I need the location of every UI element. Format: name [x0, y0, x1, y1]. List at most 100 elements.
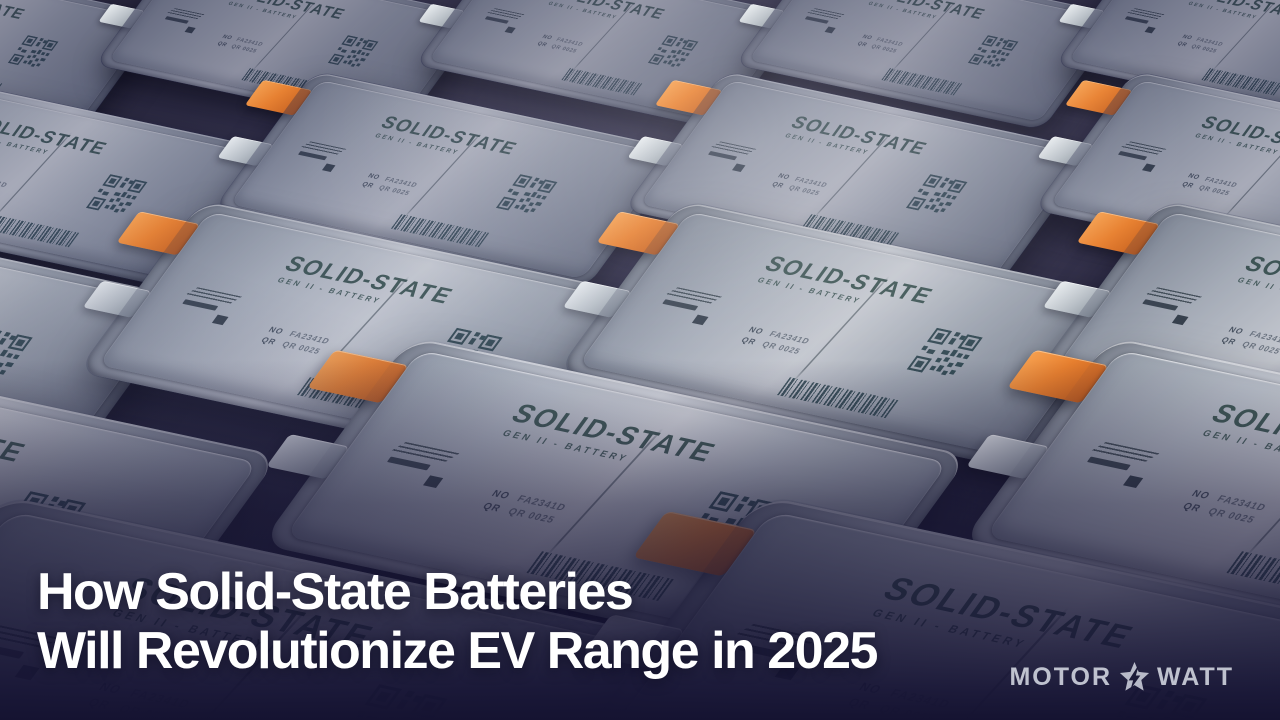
qr-code-icon — [333, 684, 448, 720]
battery-label-block: SOLID-STATE GEN II - BATTERY — [226, 0, 349, 28]
battery-label-block: SOLID-STATE GEN II - BATTERY — [372, 112, 522, 165]
print-mark-square — [824, 26, 837, 34]
serial-block: NOFA2341D QRQR 0025 — [855, 34, 905, 56]
qr-ref-label: QR — [738, 336, 758, 348]
print-marks — [292, 141, 351, 173]
serial-block: NOFA2341D QRQR 0025 — [215, 34, 265, 56]
qr-code-icon — [85, 174, 148, 213]
title-line-2: Will Revolutionize EV Range in 2025 — [37, 621, 878, 680]
qr-code-icon — [327, 35, 379, 67]
serial-number-label: NO — [855, 681, 885, 698]
serial-block: NOFA2341D QRQR 0025 — [359, 172, 419, 199]
battery-label-block: SOLID-STATE GEN II - BATTERY — [0, 0, 29, 28]
print-marks — [1120, 8, 1169, 34]
serial-block: NOFA2341D QRQR 0025 — [1217, 326, 1280, 359]
battery-label-block: SOLID-STATE GEN II - BATTERY — [1198, 398, 1280, 478]
qr-code-icon — [647, 35, 699, 67]
star-bolt-icon — [1119, 661, 1150, 691]
battery-label-block: SOLID-STATE GEN II - BATTERY — [1192, 112, 1280, 165]
barcode — [881, 67, 963, 96]
barcode — [0, 213, 80, 248]
title-line-1: How Solid-State Batteries — [37, 563, 634, 621]
serial-number-label: NO — [266, 325, 286, 337]
serial-number-label: NO — [1226, 325, 1246, 337]
qr-code-icon — [0, 327, 33, 376]
print-mark-square — [184, 26, 197, 34]
qr-ref-label: QR — [84, 696, 113, 714]
battery-label-block: SOLID-STATE GEN II - BATTERY — [753, 251, 939, 317]
serial-block: NOFA2341D QRQR 0025 — [535, 34, 585, 56]
qr-ref-label: QR — [1218, 336, 1238, 348]
serial-number-label: NO — [860, 33, 874, 42]
print-mark-square — [1123, 475, 1144, 488]
serial-block: NOFA2341D QRQR 0025 — [1179, 172, 1239, 199]
serial-number-label: NO — [488, 488, 513, 503]
barcode — [391, 213, 490, 248]
print-mark-square — [212, 314, 230, 325]
print-marks — [702, 141, 761, 173]
serial-number-label: NO — [1185, 172, 1202, 182]
serial-block: NOFA2341D QRQR 0025 — [769, 172, 829, 199]
qr-ref-label: QR — [1175, 40, 1189, 49]
battery-label-block: SOLID-STATE GEN II - BATTERY — [0, 398, 33, 478]
barcode — [561, 67, 643, 96]
qr-ref-label: QR — [855, 40, 869, 49]
battery-label-block: SOLID-STATE GEN II - BATTERY — [1186, 0, 1280, 28]
serial-number-label: NO — [775, 172, 792, 182]
serial-number-label: NO — [746, 325, 766, 337]
serial-number-label: NO — [220, 33, 234, 42]
serial-block: NOFA2341D QRQR 0025 — [0, 172, 9, 199]
print-marks — [800, 8, 849, 34]
battery-label-block: SOLID-STATE GEN II - BATTERY — [498, 398, 723, 478]
serial-number-row: NOFA2341D — [0, 172, 9, 189]
article-title: How Solid-State Batteries Will Revolutio… — [37, 563, 878, 681]
serial-block: NOFA2341D QRQR 0025 — [737, 326, 812, 359]
qr-code-icon — [906, 327, 983, 376]
print-mark-square — [692, 314, 710, 325]
print-mark-square — [504, 26, 517, 34]
qr-code-icon — [967, 35, 1019, 67]
qr-ref-label: QR — [1179, 501, 1204, 515]
serial-number-label: NO — [1188, 488, 1213, 503]
battery-label-block: SOLID-STATE GEN II - BATTERY — [1233, 251, 1280, 317]
battery-label-block: SOLID-STATE GEN II - BATTERY — [782, 112, 932, 165]
battery-label-block: SOLID-STATE GEN II - BATTERY — [546, 0, 669, 28]
qr-ref-label: QR — [258, 336, 278, 348]
battery-generation-label: GEN II - BATTERY — [1235, 275, 1280, 305]
brand-text-watt: WATT — [1157, 663, 1234, 691]
serial-number-label: NO — [95, 681, 125, 698]
print-mark-square — [322, 163, 336, 172]
print-mark-square — [1144, 26, 1157, 34]
battery-label-block: SOLID-STATE GEN II - BATTERY — [866, 0, 989, 28]
print-mark-square — [1142, 163, 1156, 172]
qr-code-icon — [495, 174, 558, 213]
brand-text-motor: MOTOR — [1009, 663, 1113, 691]
battery-label-block: SOLID-STATE GEN II - BATTERY — [273, 251, 459, 317]
qr-ref-label: QR — [215, 40, 229, 49]
print-mark-square — [1172, 314, 1190, 325]
print-mark-square — [732, 163, 746, 172]
print-marks — [1112, 141, 1171, 173]
barcode — [777, 376, 899, 418]
qr-ref-label: QR — [844, 696, 873, 714]
qr-ref-label: QR — [769, 180, 786, 190]
print-marks — [480, 8, 529, 34]
print-marks — [1078, 441, 1167, 489]
serial-block: NOFA2341D QRQR 0025 — [1175, 34, 1225, 56]
barcode — [1226, 550, 1280, 601]
serial-block: NOFA2341D QRQR 0025 — [257, 326, 332, 359]
serial-number-label: NO — [1180, 33, 1194, 42]
qr-ref-label: QR — [1179, 180, 1196, 190]
print-marks — [378, 441, 467, 489]
print-marks — [175, 286, 248, 325]
serial-number-label: NO — [365, 172, 382, 182]
qr-code-icon — [905, 174, 968, 213]
serial-number-label: NO — [540, 33, 554, 42]
battery-label-block: SOLID-STATE GEN II - BATTERY — [866, 570, 1142, 668]
qr-code-icon — [7, 35, 59, 67]
qr-ref-label: QR — [535, 40, 549, 49]
